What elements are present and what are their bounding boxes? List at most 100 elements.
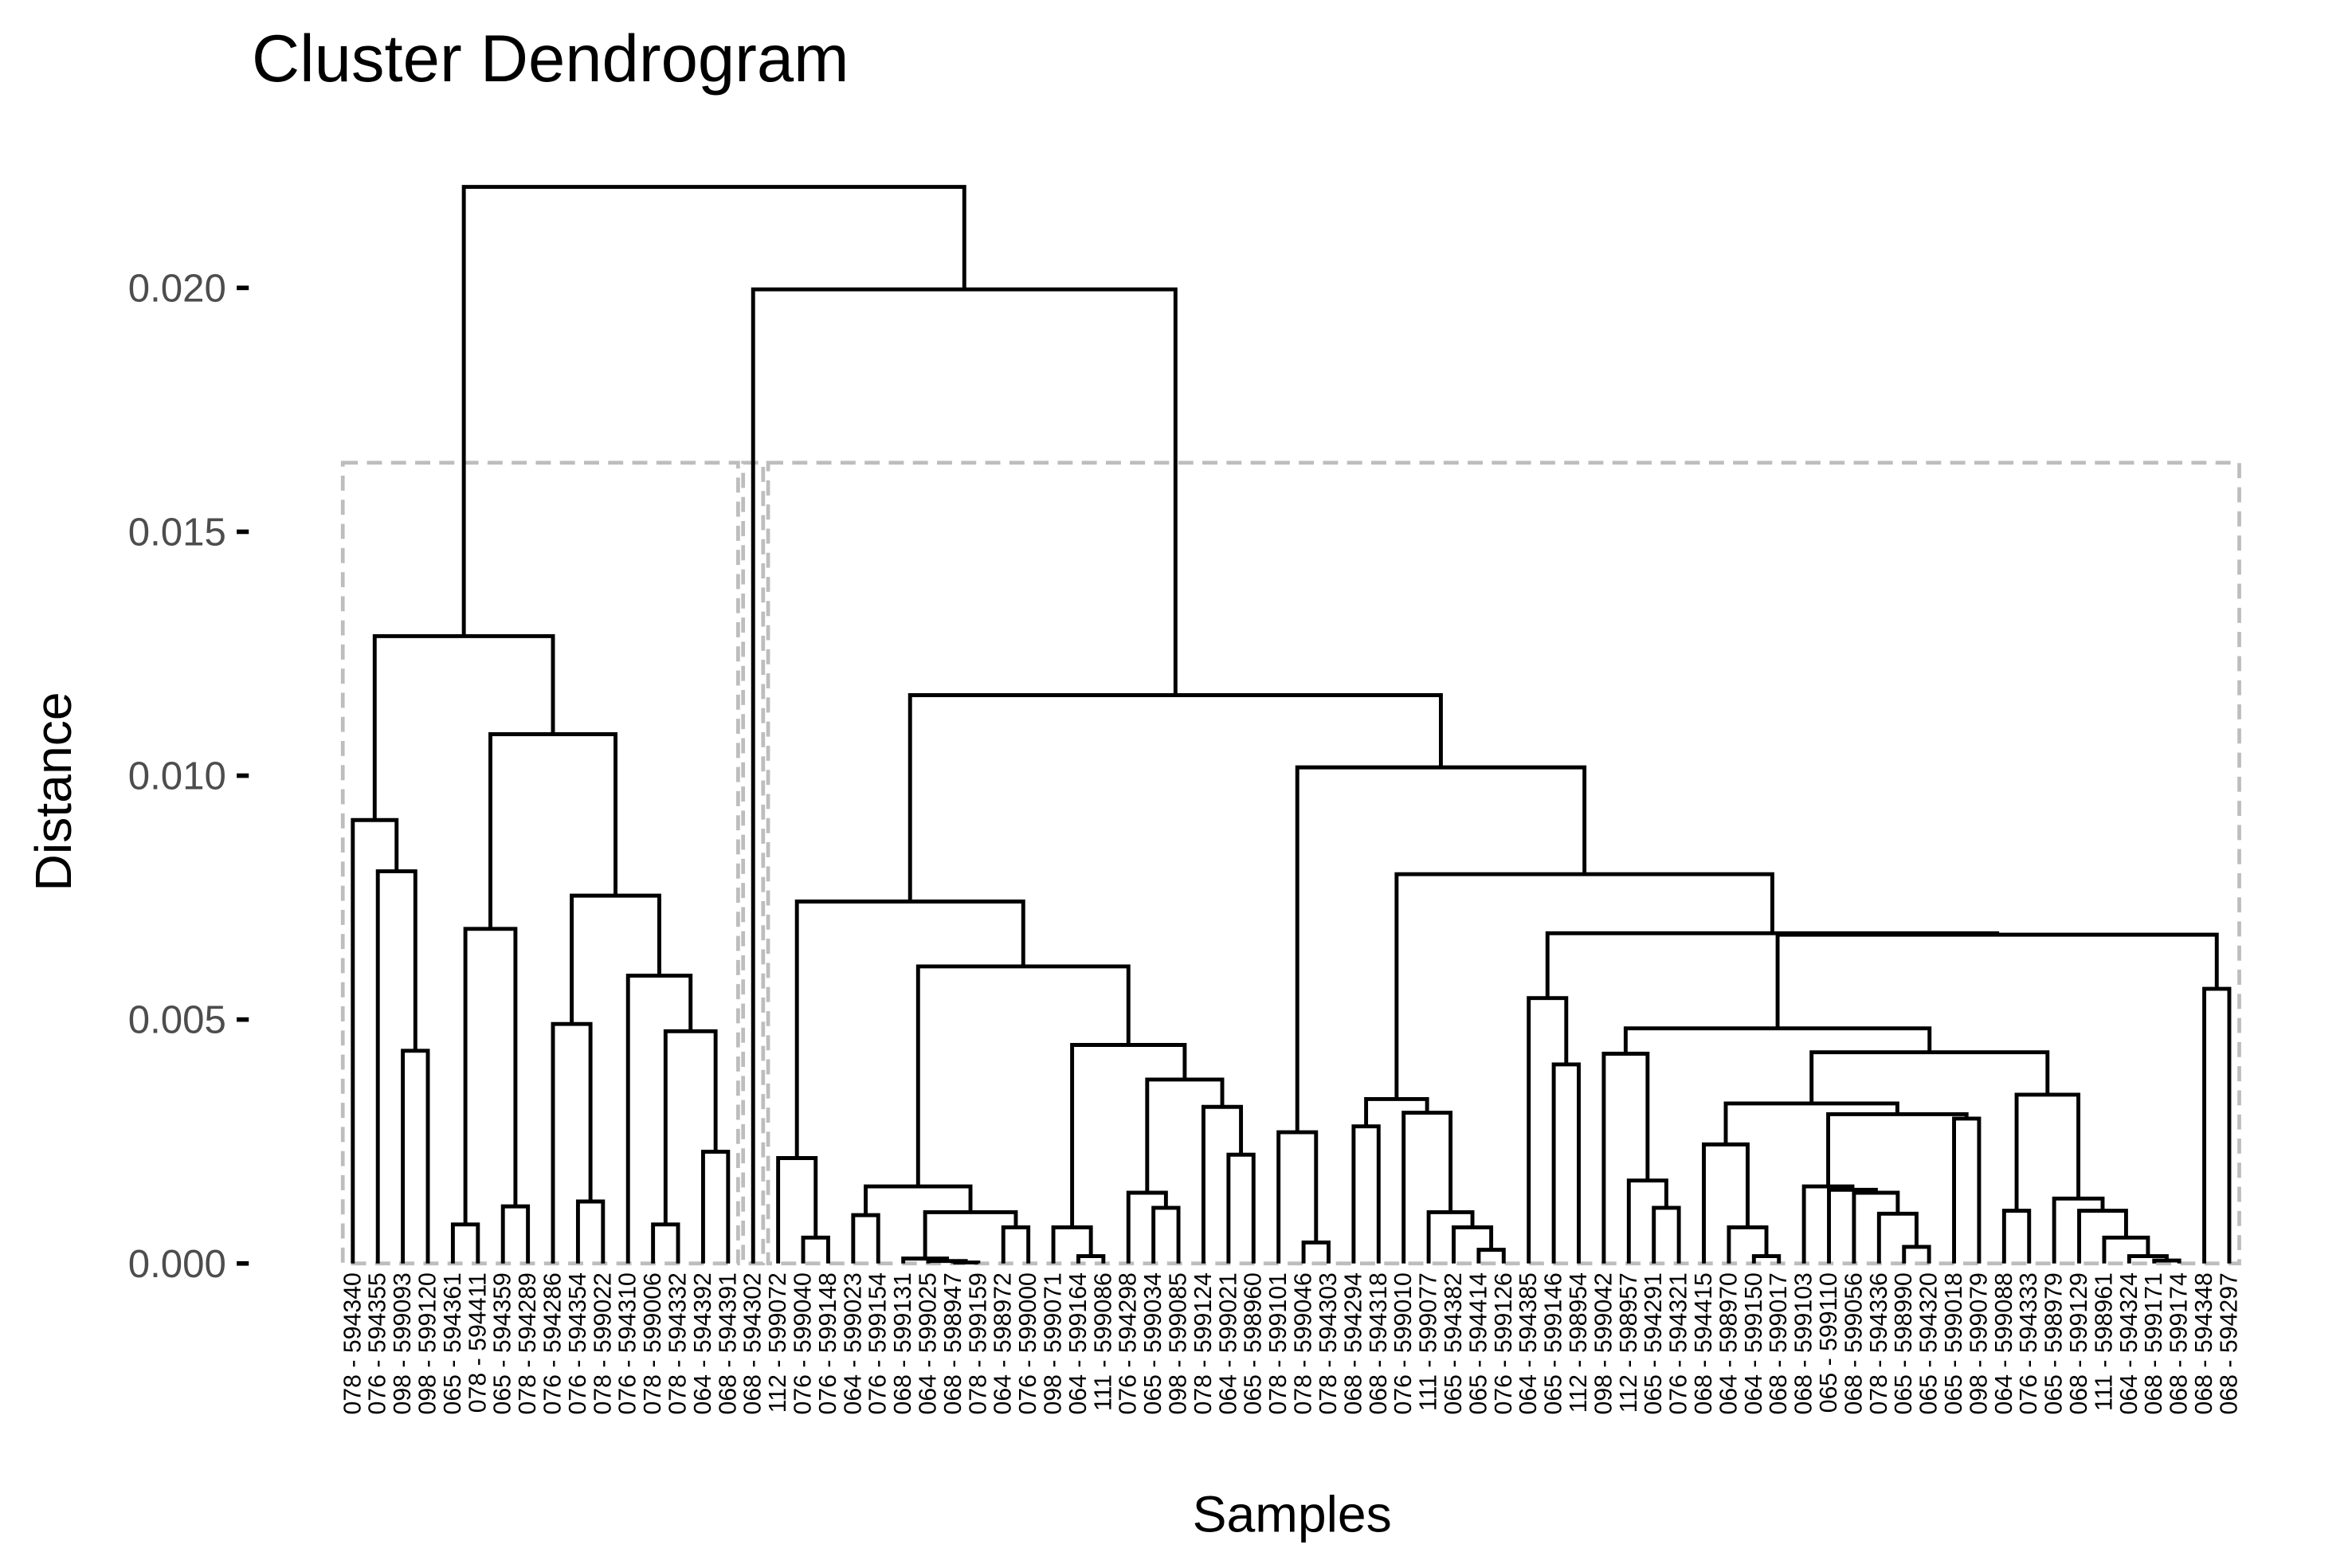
leaf-label: 098 - 599093 (390, 1272, 416, 1414)
dendrogram-link (351, 817, 399, 1264)
dendrogram-link (1727, 1225, 1769, 1264)
leaf-label: 065 - 598960 (1241, 1272, 1267, 1414)
leaf-label: 078 - 599124 (1190, 1272, 1217, 1414)
leaf-label: 076 - 599010 (1390, 1272, 1417, 1414)
leaf-label: 098 - 599120 (414, 1272, 441, 1414)
dendrogram-link (1452, 1225, 1494, 1264)
leaf-label: 112 - 599072 (765, 1272, 791, 1413)
leaf-label: 068 - 594302 (740, 1272, 766, 1414)
dendrogram-link (2152, 1258, 2181, 1264)
dendrogram-link (570, 893, 661, 1025)
leaf-label: 065 - 599110 (1816, 1272, 1842, 1413)
leaf-label: 065 - 599018 (1941, 1272, 1967, 1414)
leaf-label: 065 - 594382 (1441, 1272, 1467, 1414)
dendrogram-link (1226, 1152, 1256, 1264)
dendrogram-link (1952, 1116, 1982, 1264)
leaf-label: 068 - 599131 (890, 1272, 916, 1414)
dendrogram-link (2052, 1196, 2105, 1264)
leaf-label: 078 - 594336 (1866, 1272, 1892, 1414)
leaf-label: 076 - 594355 (365, 1272, 391, 1414)
dendrogram-link (1394, 872, 1774, 1100)
leaf-label: 068 - 599103 (1791, 1272, 1817, 1414)
cluster-box (340, 461, 740, 1266)
leaf-label: 111 - 598961 (2091, 1272, 2117, 1411)
dendrogram-link (651, 1222, 680, 1264)
leaf-label: 065 - 594291 (1641, 1272, 1667, 1414)
y-axis-label: Distance (25, 692, 82, 891)
x-axis-label: Samples (1193, 1486, 1392, 1543)
leaf-label: 065 - 594359 (490, 1272, 516, 1414)
dendrogram-link (1295, 765, 1587, 1133)
leaf-label: 064 - 594392 (690, 1272, 716, 1414)
leaf-label: 112 - 598954 (1566, 1272, 1592, 1413)
dendrogram-link (851, 1213, 880, 1264)
leaf-label: 068 - 599056 (1840, 1272, 1867, 1414)
leaf-label: 068 - 599171 (2141, 1272, 2167, 1414)
leaf-label: 098 - 599042 (1590, 1272, 1617, 1414)
leaf-label: 098 - 599079 (1966, 1272, 1992, 1414)
leaf-label: 064 - 598972 (990, 1272, 1017, 1414)
dendrogram-link (915, 964, 1131, 1187)
leaf-label: 078 - 594340 (339, 1272, 366, 1414)
leaf-label: 065 - 599146 (1541, 1272, 1567, 1414)
leaf-label: 065 - 594361 (440, 1272, 466, 1414)
leaf-label: 068 - 594297 (2216, 1272, 2242, 1414)
leaf-label: 068 - 594318 (1366, 1272, 1392, 1414)
dendrogram-link (1623, 1026, 1932, 1054)
dendrogram-link (1652, 1205, 1681, 1264)
leaf-label: 076 - 599148 (815, 1272, 841, 1414)
dendrogram-link (901, 1256, 950, 1264)
leaf-label: 065 - 598979 (2041, 1272, 2068, 1414)
cluster-box (766, 461, 2241, 1266)
leaf-label: 078 - 594332 (664, 1272, 691, 1414)
leaf-label: 065 - 594320 (1916, 1272, 1942, 1414)
dendrogram-link (1809, 1050, 2050, 1103)
dendrogram-link (2014, 1092, 2081, 1211)
dendrogram-link (488, 732, 617, 929)
leaf-label: 076 - 594333 (2016, 1272, 2042, 1414)
leaf-label: 078 - 599022 (590, 1272, 616, 1414)
leaf-label: 076 - 594354 (565, 1272, 591, 1414)
dendrogram-link (575, 1199, 606, 1264)
leaf-label: 068 - 599017 (1766, 1272, 1792, 1414)
leaf-label: 064 - 599088 (1991, 1272, 2017, 1414)
leaf-label: 068 - 599129 (2066, 1272, 2092, 1414)
leaf-label: 076 - 594310 (615, 1272, 641, 1414)
dendrogram-link (1545, 931, 2000, 998)
leaf-label: 068 - 594415 (1691, 1272, 1717, 1414)
leaf-label: 064 - 599150 (1741, 1272, 1767, 1414)
leaf-label: 064 - 599021 (1215, 1272, 1241, 1414)
leaf-label: 078 - 599046 (1291, 1272, 1317, 1414)
leaf-label: 068 - 598947 (940, 1272, 966, 1414)
dendrogram-link (1051, 1225, 1093, 1264)
leaf-label: 065 - 594414 (1465, 1272, 1492, 1414)
leaf-label: 078 - 594303 (1315, 1272, 1342, 1414)
y-tick-label: 0.005 (128, 998, 226, 1042)
leaf-label: 065 - 598990 (1891, 1272, 1917, 1414)
leaf-label: 064 - 598970 (1715, 1272, 1742, 1414)
leaf-label: 076 - 594286 (539, 1272, 566, 1414)
leaf-label: 078 - 599101 (1265, 1272, 1292, 1414)
leaf-label: 078 - 599159 (965, 1272, 991, 1414)
leaf-label: 064 - 599164 (1065, 1272, 1092, 1414)
leaf-label: 098 - 599071 (1041, 1272, 1067, 1414)
leaf-label: 111 - 599086 (1090, 1272, 1116, 1411)
leaf-label: 064 - 594385 (1515, 1272, 1542, 1414)
dendrogram-link (751, 287, 1178, 1264)
dendrogram-link (2077, 1209, 2128, 1264)
dendrogram-link (700, 1150, 731, 1264)
leaf-label: 078 - 594411 (465, 1272, 491, 1413)
y-tick-label: 0.020 (128, 266, 226, 310)
dendrogram-link (2102, 1235, 2150, 1264)
dendrogram-link (1702, 1142, 1750, 1264)
dendrogram-link (625, 974, 693, 1264)
leaf-label: 076 - 599000 (1015, 1272, 1041, 1414)
leaf-label: 098 - 599085 (1166, 1272, 1192, 1414)
dendrogram-link (776, 1156, 818, 1264)
dendrogram-link (2001, 1209, 2032, 1264)
leaf-label: 068 - 594294 (1340, 1272, 1366, 1414)
chart-title: Cluster Dendrogram (252, 22, 849, 96)
